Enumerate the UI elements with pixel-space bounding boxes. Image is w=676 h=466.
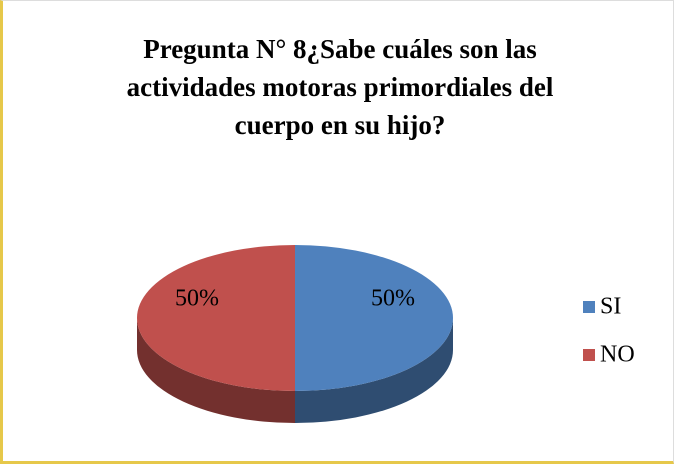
data-label: 50% [175, 286, 219, 312]
chart-title: Pregunta N° 8¿Sabe cuáles son las activi… [126, 34, 554, 140]
pie-side [295, 318, 453, 423]
legend-swatch [583, 349, 595, 361]
data-label: 50% [371, 286, 415, 312]
pie-side [137, 318, 295, 423]
pie-slice [295, 245, 453, 391]
pie-slice [137, 245, 295, 391]
legend-label: NO [600, 342, 635, 368]
legend-swatch [583, 301, 595, 313]
legend-label: SI [600, 294, 621, 320]
